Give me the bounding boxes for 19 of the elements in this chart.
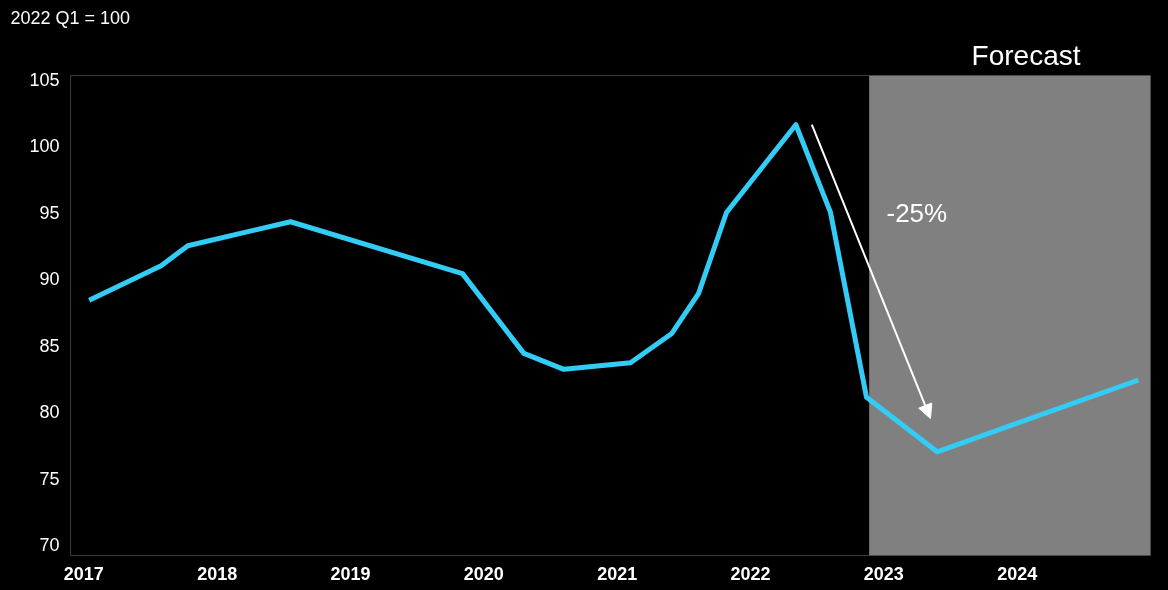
band-label: Forecast	[971, 39, 1081, 71]
y-tick-label: 90	[39, 269, 60, 290]
y-tick-label: 75	[39, 468, 60, 489]
x-tick-label: 2021	[597, 563, 638, 584]
x-tick-label: 2019	[330, 563, 371, 584]
x-tick-label: 2023	[863, 563, 904, 584]
x-tick-label: 2017	[63, 563, 104, 584]
y-tick-label: 85	[39, 335, 60, 356]
y-tick-label: 100	[29, 136, 60, 157]
y-axis-title: 2022 Q1 = 100	[10, 7, 131, 28]
y-tick-label: 105	[29, 69, 60, 90]
x-tick-label: 2020	[463, 563, 504, 584]
x-tick-label: 2024	[997, 563, 1038, 584]
x-tick-label: 2018	[197, 563, 238, 584]
x-tick-label: 2022	[730, 563, 771, 584]
annotation: -25%	[886, 198, 948, 229]
y-tick-label: 80	[39, 402, 60, 423]
y-tick-label: 70	[39, 535, 60, 556]
y-tick-label: 95	[39, 202, 60, 223]
